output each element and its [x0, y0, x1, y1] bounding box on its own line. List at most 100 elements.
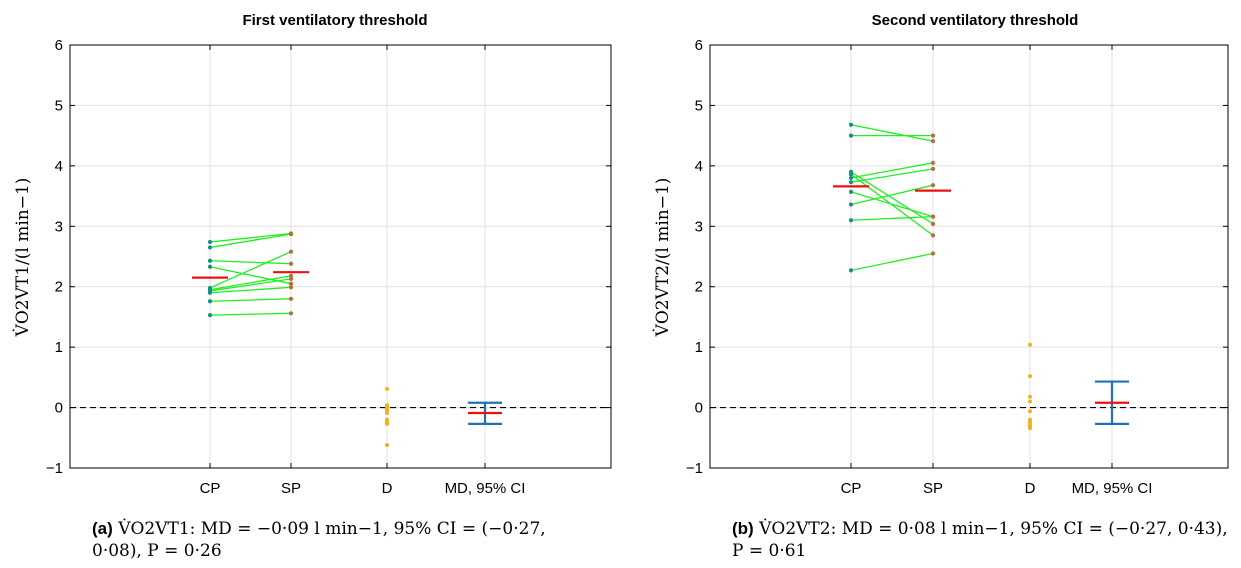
sp-point	[288, 296, 294, 301]
sp-point	[930, 183, 936, 188]
difference-point	[1028, 374, 1032, 379]
difference-point	[1028, 394, 1032, 399]
difference-point	[385, 421, 389, 426]
difference-point	[385, 411, 389, 416]
x-tick-label: MD, 95% CI	[445, 480, 526, 497]
y-tick-label: 3	[55, 218, 63, 235]
pair-line	[209, 298, 292, 302]
pair-line	[209, 278, 292, 292]
pair-line	[209, 286, 292, 294]
caption-b: (b) V̇O2VT2: MD = 0·08 l min−1, 95% CI =…	[732, 518, 1232, 562]
caption-label: (a)	[92, 519, 113, 538]
plot-frame	[709, 44, 1229, 469]
pair-line	[209, 233, 292, 249]
cp-point	[207, 245, 213, 250]
y-tick-label: 3	[695, 218, 703, 235]
difference-point	[1028, 409, 1032, 414]
cp-point	[848, 218, 854, 223]
y-axis-label: V̇O2VT2/(l min−1)	[653, 178, 673, 338]
y-tick-label: 2	[55, 279, 63, 296]
difference-point	[1028, 399, 1032, 404]
sp-point	[288, 273, 294, 278]
caption-text: V̇O2VT2: MD = 0·08 l min−1, 95% CI = (−0…	[732, 519, 1228, 561]
sp-point	[288, 311, 294, 316]
x-tick-label: CP	[841, 480, 862, 497]
sp-point	[930, 214, 936, 219]
gridlines	[710, 45, 1228, 468]
difference-point	[1028, 342, 1032, 347]
sp-point	[930, 133, 936, 138]
cp-point	[207, 258, 213, 263]
x-tick-label: CP	[200, 480, 221, 497]
sp-point	[930, 221, 936, 226]
x-tick-label: SP	[281, 480, 301, 497]
difference-point	[385, 386, 389, 391]
sp-point	[930, 251, 936, 256]
y-tick-label: 1	[55, 339, 63, 356]
difference-point	[1028, 426, 1032, 431]
pair-line	[850, 252, 934, 272]
y-tick-label: −1	[46, 460, 63, 477]
cp-point	[848, 189, 854, 194]
pair-line	[209, 260, 292, 265]
y-tick-label: 0	[55, 400, 63, 417]
y-tick-label: 1	[695, 339, 703, 356]
y-tick-label: 5	[55, 97, 63, 114]
pair-line	[209, 232, 292, 243]
cp-point	[848, 202, 854, 207]
y-tick-label: 4	[55, 158, 63, 175]
chart-title: First ventilatory threshold	[242, 12, 427, 29]
sp-point	[288, 285, 294, 290]
y-tick-label: 6	[55, 37, 63, 54]
cp-point	[848, 180, 854, 185]
cp-point	[207, 313, 213, 318]
pair-line	[850, 191, 934, 218]
x-tick-label: D	[1025, 480, 1036, 497]
chart-title: Second ventilatory threshold	[872, 12, 1079, 29]
x-tick-label: D	[382, 480, 393, 497]
pair-line	[850, 124, 934, 142]
y-tick-label: 2	[695, 279, 703, 296]
sp-point	[288, 276, 294, 281]
y-tick-label: 0	[695, 400, 703, 417]
cp-point	[848, 172, 854, 177]
pair-line	[850, 168, 934, 183]
gridlines	[70, 45, 611, 468]
y-tick-label: −1	[686, 460, 703, 477]
pair-line	[850, 162, 934, 179]
cp-point	[207, 264, 213, 269]
caption-a: (a) V̇O2VT1: MD = −0·09 l min−1, 95% CI …	[92, 518, 592, 562]
sp-point	[288, 249, 294, 254]
sp-point	[288, 281, 294, 286]
caption-label: (b)	[732, 519, 754, 538]
plot-frame	[69, 44, 612, 469]
sp-point	[288, 261, 294, 266]
panel-second-threshold: Second ventilatory threshold V̇O2VT2/(l …	[653, 12, 1229, 497]
sp-point	[930, 233, 936, 238]
pair-line	[850, 215, 934, 221]
caption-text: V̇O2VT1: MD = −0·09 l min−1, 95% CI = (−…	[92, 519, 546, 561]
pair-line	[850, 184, 934, 206]
sp-point	[930, 160, 936, 165]
sp-point	[930, 138, 936, 144]
sp-point	[288, 232, 294, 237]
panel-first-threshold: First ventilatory threshold V̇O2VT1/(l m…	[13, 12, 612, 497]
cp-point	[848, 133, 854, 138]
pair-line	[209, 275, 292, 291]
pair-line	[209, 312, 292, 316]
cp-point	[848, 175, 854, 181]
y-tick-label: 5	[695, 97, 703, 114]
y-axis-label: V̇O2VT1/(l min−1)	[13, 178, 33, 338]
x-tick-label: SP	[923, 480, 943, 497]
cp-point	[848, 122, 854, 127]
y-tick-label: 6	[695, 37, 703, 54]
cp-point	[207, 299, 213, 304]
sp-point	[930, 166, 936, 171]
y-tick-label: 4	[695, 158, 703, 175]
cp-point	[207, 239, 213, 245]
cp-point	[207, 290, 213, 295]
difference-point	[385, 443, 389, 448]
cp-point	[848, 268, 854, 273]
x-tick-label: MD, 95% CI	[1072, 480, 1153, 497]
